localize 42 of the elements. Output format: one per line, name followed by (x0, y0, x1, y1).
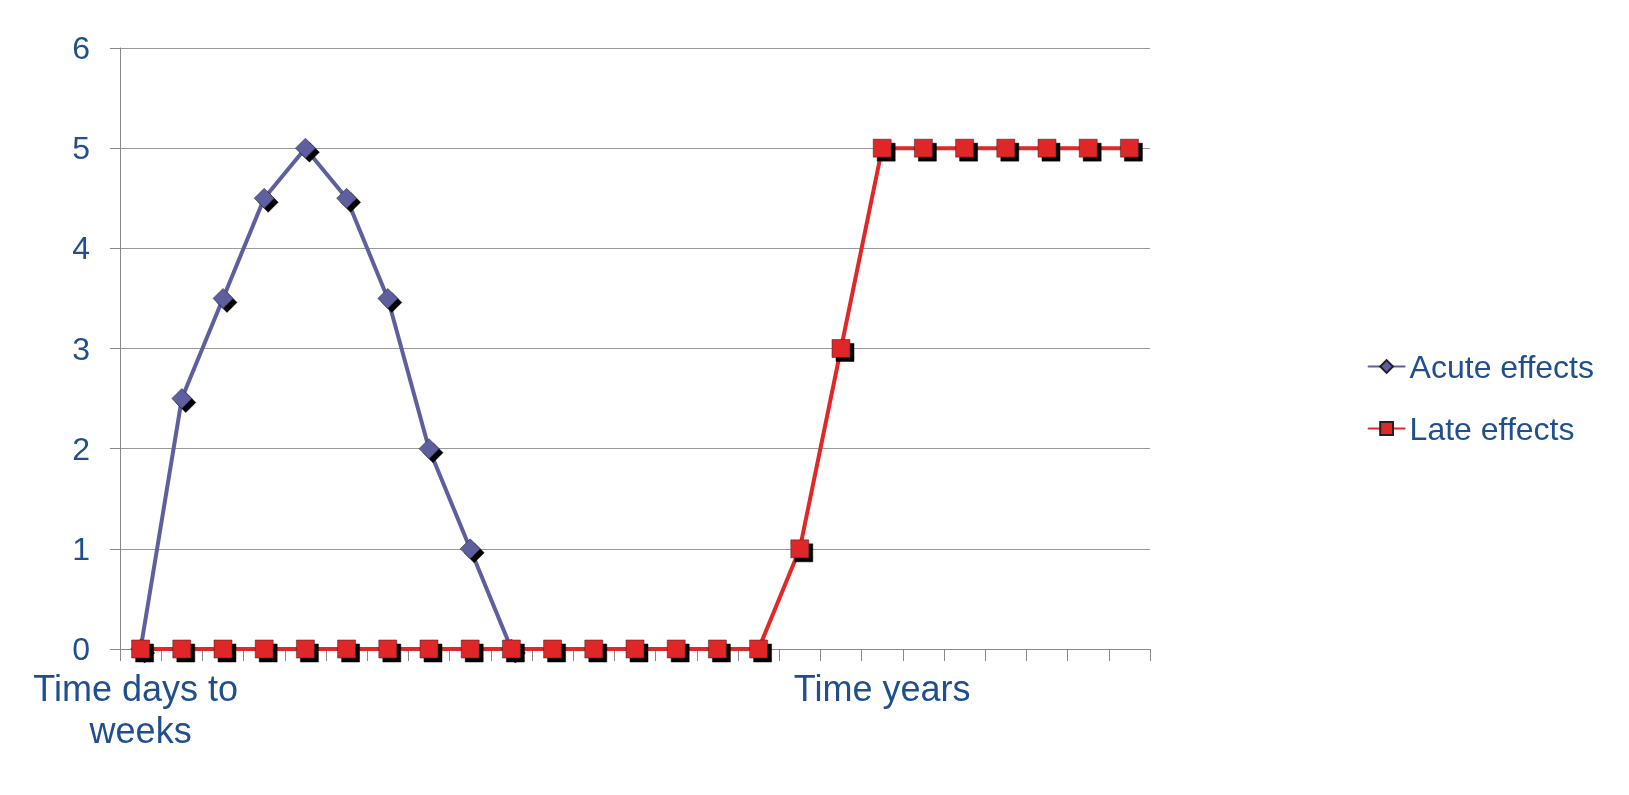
point (171, 388, 193, 409)
y-tick-label: 0 (72, 631, 90, 667)
point (253, 188, 275, 209)
point (914, 138, 933, 158)
point (419, 639, 439, 659)
y-tick-label: 6 (72, 30, 90, 66)
point (172, 639, 192, 659)
point (296, 639, 315, 659)
point (213, 639, 233, 659)
point (337, 639, 356, 659)
y-tick-label: 4 (72, 230, 90, 267)
point (872, 138, 892, 158)
y-tick-label: 2 (72, 430, 90, 467)
point (584, 639, 604, 659)
point (1120, 138, 1139, 158)
point (666, 639, 686, 659)
point (418, 438, 440, 459)
point (295, 137, 316, 159)
point (749, 639, 768, 659)
point (543, 639, 562, 659)
x-tick-label: Time years (793, 667, 971, 709)
point (378, 639, 398, 659)
legend-label: Acute effects (1409, 348, 1594, 385)
y-tick-label: 5 (72, 130, 90, 167)
point (625, 639, 645, 659)
point (831, 339, 851, 358)
point (377, 288, 399, 309)
x-tick-label: Time days to weeks (33, 667, 248, 751)
point (708, 639, 727, 659)
point (955, 138, 974, 158)
point (1078, 138, 1098, 158)
point (460, 639, 480, 659)
point (212, 288, 234, 309)
point (459, 538, 481, 560)
y-tick-label: 3 (72, 330, 90, 367)
point (336, 188, 357, 209)
point (1037, 138, 1057, 158)
legend-label: Late effects (1409, 410, 1575, 447)
y-tick-label: 1 (72, 530, 90, 567)
point (996, 138, 1016, 158)
point (790, 539, 810, 559)
point (254, 639, 274, 659)
